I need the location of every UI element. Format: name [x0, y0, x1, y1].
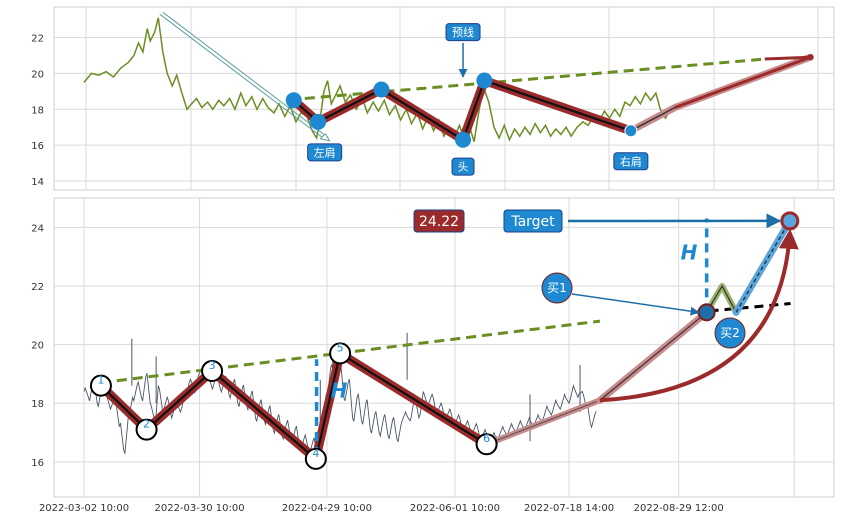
- top-pattern-overlay: 左肩头 右肩 预线: [159, 11, 814, 176]
- pattern-point-marker: [807, 54, 814, 61]
- buy2-text: 买2: [720, 326, 740, 340]
- label-neckline-box: [445, 23, 481, 42]
- pattern-point-marker: 5: [329, 341, 352, 365]
- buy2-badge: 买2: [714, 317, 746, 349]
- label-right-shoulder: 右肩: [613, 152, 649, 171]
- pattern-point-circle: [89, 374, 112, 397]
- target-label-box: [503, 209, 563, 233]
- y-tick-label: 14: [31, 177, 44, 188]
- target-value-label: 24.22: [413, 209, 465, 233]
- height-label-right: H: [681, 241, 698, 265]
- neckline-extension: [764, 55, 811, 61]
- pattern-point-marker: [476, 72, 493, 89]
- pattern-tail-inner: [486, 399, 601, 445]
- y-tick-label: 22: [31, 282, 44, 293]
- x-tick-label: 2022-03-30 10:00: [154, 503, 244, 514]
- buy1-text: 买1: [547, 281, 567, 295]
- target-label-text: Target: [510, 214, 555, 230]
- pattern-point-marker: 4: [304, 447, 327, 470]
- top-panel-frame: [53, 6, 835, 191]
- pattern-point-circle: [135, 418, 158, 441]
- target-value-label-box: [413, 209, 465, 233]
- buy1-badge: 买1: [541, 272, 573, 304]
- target-marker: [780, 211, 800, 231]
- pattern-point-circle: [201, 359, 224, 382]
- guide-arrow-line-b: [162, 11, 329, 139]
- pattern-point-marker: [373, 81, 390, 98]
- target-leg-inner: [735, 220, 791, 313]
- y-tick-label: 18: [31, 399, 44, 410]
- bottom-x-ticks: 2022-03-02 10:00 2022-03-30 10:00 2022-04-…: [39, 503, 724, 514]
- y-tick-label: 16: [31, 458, 44, 469]
- pattern-point-number: 1: [97, 374, 104, 387]
- pattern-point-marker: [455, 131, 472, 148]
- x-tick-label: 2022-04-29 10:00: [282, 503, 372, 514]
- x-tick-label: 2022-08-29 12:00: [634, 503, 724, 514]
- pattern-point-marker: 2: [135, 418, 158, 441]
- label-left-shoulder: 左肩: [307, 143, 343, 162]
- label-head-text: 头: [458, 161, 469, 174]
- pattern-point-number: 4: [312, 447, 319, 460]
- y-tick-label: 22: [31, 34, 44, 45]
- pattern-point-circle: [329, 342, 352, 365]
- pattern-point-number: 6: [483, 432, 490, 445]
- pullback-inner: [706, 284, 737, 313]
- guide-arrow-head: [319, 132, 331, 142]
- breakout-marker: [697, 303, 716, 322]
- pattern-point-circle: [304, 447, 327, 470]
- x-tick-label: 2022-03-02 10:00: [39, 503, 129, 514]
- label-right-shoulder-text: 右肩: [620, 154, 642, 168]
- target-curve-arrow: [599, 228, 799, 403]
- label-head: 头: [451, 157, 475, 176]
- pattern-point-marker: 6: [475, 432, 498, 456]
- pattern-point-number: 5: [337, 341, 344, 354]
- buy1-pointer-arrow: [571, 293, 700, 316]
- neckline: [304, 57, 765, 100]
- label-head-box: [451, 157, 475, 176]
- pattern-projection: [674, 55, 811, 109]
- label-left-shoulder-box: [307, 143, 343, 162]
- top-price-series: [83, 17, 671, 142]
- target-value-label-text: 24.22: [419, 214, 459, 230]
- x-tick-label: 2022-07-18 14:00: [524, 503, 614, 514]
- top-panel: 14 16 18 20 22 左肩头 右肩 预线: [31, 6, 835, 191]
- y-tick-label: 20: [31, 341, 44, 352]
- neckline: [100, 319, 601, 385]
- y-tick-label: 24: [31, 223, 44, 234]
- pattern-point-marker: [624, 124, 638, 138]
- pattern-point-marker: [285, 92, 302, 109]
- label-neckline: 预线: [445, 23, 481, 42]
- pattern-point-circle: [475, 433, 498, 456]
- bottom-grid: [54, 198, 834, 497]
- top-grid: [54, 7, 834, 190]
- label-neckline-text: 预线: [452, 25, 474, 39]
- price-line: [83, 17, 671, 142]
- bottom-y-ticks: 16 18 20 22 24: [31, 223, 44, 469]
- buy1-circle: [541, 272, 573, 304]
- bottom-panel-frame: [53, 197, 835, 498]
- target-label: Target: [503, 209, 563, 233]
- y-tick-label: 20: [31, 69, 44, 80]
- pattern-point-number: 2: [143, 418, 150, 431]
- pattern-point-number: 3: [209, 359, 216, 372]
- height-label-left: H: [331, 378, 348, 402]
- label-right-shoulder-box: [613, 152, 649, 171]
- y-tick-label: 18: [31, 105, 44, 116]
- pattern-point-marker: 1: [89, 374, 112, 397]
- breakout-leg-inner: [599, 311, 708, 401]
- x-tick-label: 2022-06-01 10:00: [410, 503, 500, 514]
- pattern-point-marker: [310, 113, 327, 130]
- bottom-pattern-overlay: H H 1 2 3 4 5 6 Target 24.22 买1 买2: [89, 209, 800, 470]
- y-tick-label: 16: [31, 141, 44, 152]
- pattern-point-marker: 3: [201, 359, 224, 382]
- top-y-ticks: 14 16 18 20 22: [31, 34, 44, 189]
- label-left-shoulder-text: 左肩: [314, 145, 336, 159]
- guide-arrow-line-a: [159, 13, 326, 141]
- buy2-circle: [714, 317, 746, 349]
